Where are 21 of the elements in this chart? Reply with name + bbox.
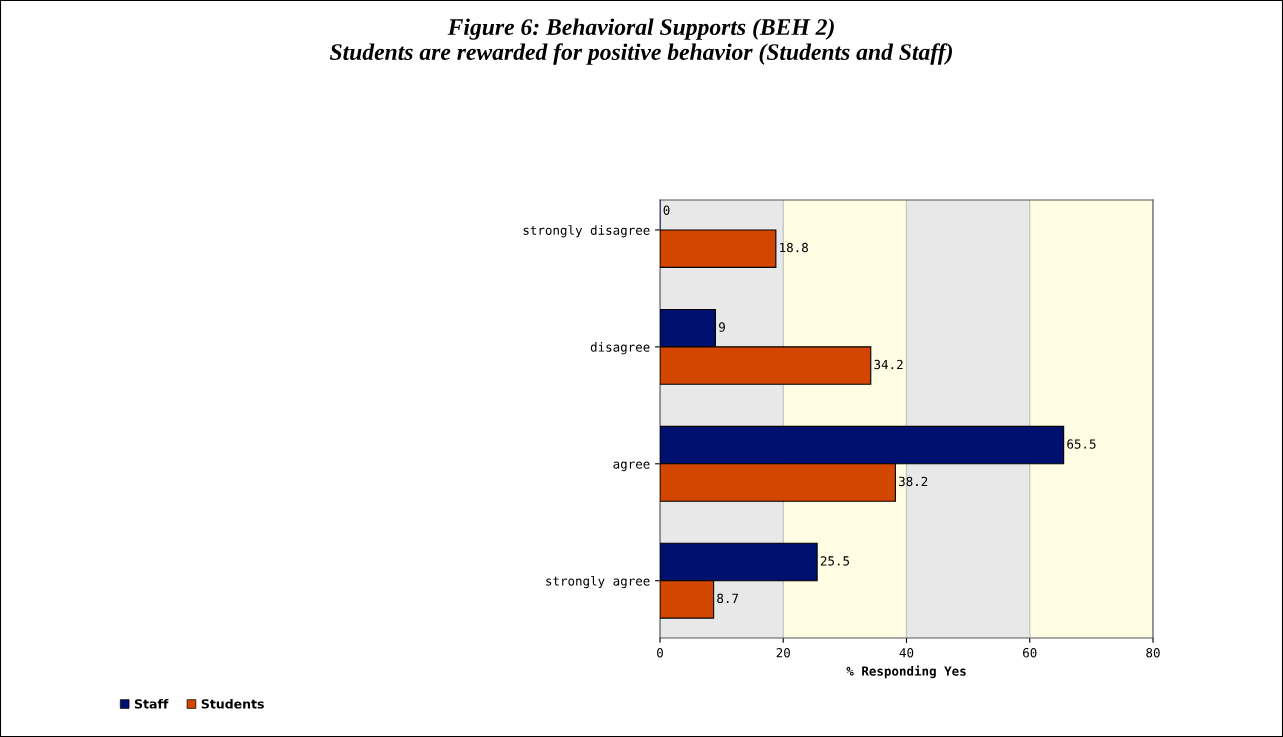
legend-label: Students bbox=[201, 698, 264, 709]
data-label: 18.8 bbox=[780, 242, 808, 253]
data-label: 9 bbox=[719, 322, 725, 332]
x-tick-label: 0 bbox=[657, 648, 663, 658]
chart-title: Figure 6: Behavioral Supports (BEH 2) Students are rewarded for positive behavior (Students and Staff) bbox=[329, 18, 952, 65]
x-axis-title: % Responding Yes bbox=[846, 665, 966, 679]
data-label: 8.7 bbox=[717, 593, 739, 604]
data-label: 65.5 bbox=[1067, 439, 1096, 449]
x-tick-label: 80 bbox=[1146, 648, 1160, 658]
x-tick-label: 60 bbox=[1023, 648, 1037, 658]
legend-label: Staff bbox=[134, 698, 169, 709]
x-tick-label: 20 bbox=[776, 648, 790, 658]
data-label: 34.2 bbox=[874, 359, 903, 370]
y-tick-label: strongly disagree bbox=[523, 225, 650, 238]
x-tick-label: 40 bbox=[899, 648, 914, 658]
y-tick-label: disagree bbox=[590, 342, 650, 355]
y-tick-label: agree bbox=[613, 461, 650, 472]
data-label: 25.5 bbox=[820, 556, 850, 566]
data-label: 0 bbox=[663, 205, 670, 215]
y-tick-label: strongly agree bbox=[546, 575, 650, 589]
data-label: 38.2 bbox=[899, 476, 928, 487]
